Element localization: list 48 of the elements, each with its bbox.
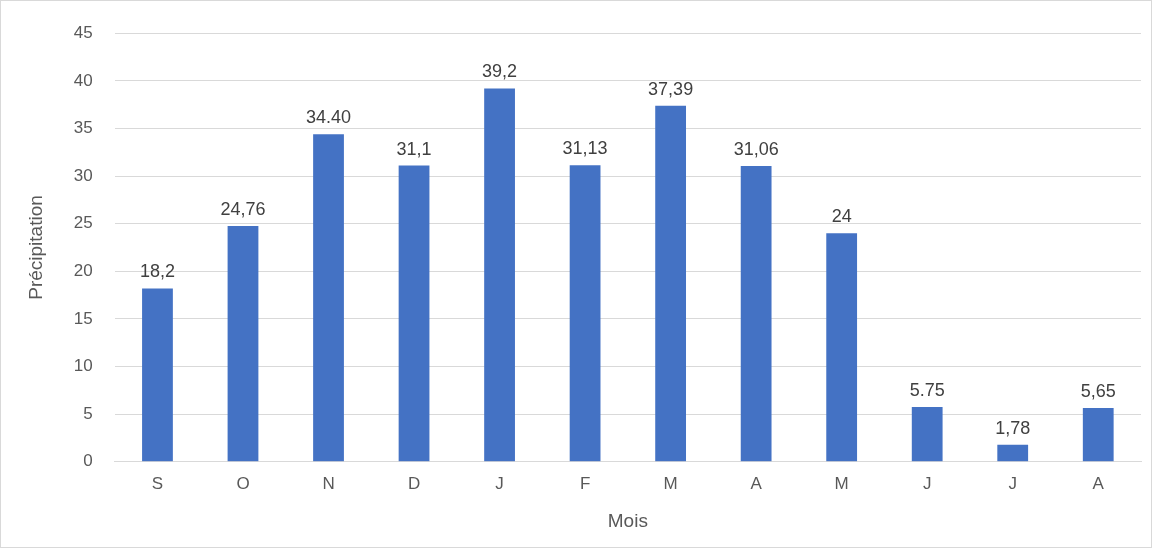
data-label: 18,2 [139,261,175,282]
y-tick-label: 30 [73,165,93,185]
x-tick-label: O [236,473,250,493]
y-tick-label: 45 [73,22,93,42]
data-label: 31,06 [733,138,779,159]
bar [227,225,259,462]
bar [997,444,1029,462]
data-label: 31,13 [562,138,608,159]
y-tick-label: 10 [73,356,93,376]
bar [1082,407,1114,462]
x-tick-label: D [407,473,421,493]
data-label: 5,65 [1080,380,1116,401]
bar [142,288,173,462]
x-tick-label: N [322,473,335,493]
y-tick-label: 15 [73,308,93,328]
x-tick-label: A [750,473,763,493]
x-tick-label: J [922,473,932,493]
bar [569,165,601,462]
data-label: 24 [831,206,852,227]
bar [911,407,943,462]
data-label: 1,78 [995,417,1031,438]
y-tick-label: 0 [83,451,93,471]
y-axis-title: Précipitation [24,195,46,300]
bar [398,165,430,462]
bar [655,105,687,462]
x-tick-label: S [151,473,164,493]
x-tick-label: J [1008,473,1017,493]
x-tick-label: M [834,473,849,493]
x-tick-label: A [1092,473,1105,493]
data-label: 39,2 [482,61,518,82]
data-label: 37,39 [648,78,694,99]
y-tick-label: 40 [73,70,93,90]
data-label: 5.75 [909,380,945,400]
y-tick-label: 35 [73,118,93,138]
x-tick-label: J [495,473,504,493]
y-tick-label: 20 [73,261,93,280]
data-label: 31,1 [396,138,432,159]
data-label: 24,76 [220,198,266,219]
bar [740,165,772,462]
data-label: 34.40 [306,107,352,128]
x-tick-label: F [579,473,591,493]
y-tick-label: 5 [83,403,93,423]
bar [313,134,344,462]
bar [484,88,515,462]
y-tick-label: 25 [73,213,93,233]
x-tick-label: M [663,473,678,493]
x-axis-title: Mois [607,509,648,531]
bar [826,233,858,462]
